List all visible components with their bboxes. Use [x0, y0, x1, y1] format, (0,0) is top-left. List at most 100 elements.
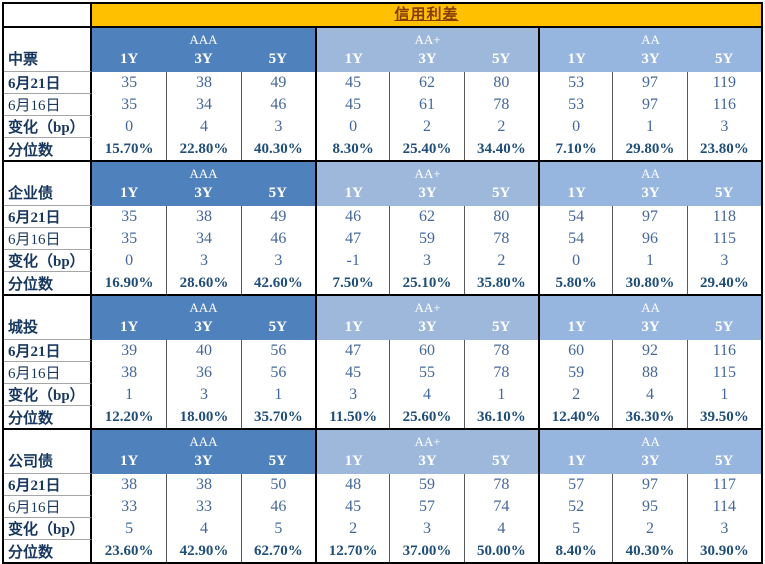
- value-cell: 0: [538, 250, 613, 272]
- section-header-row: 中票 AAA 1Y 3Y 5Y AA+ 1Y 3Y 5Y AA 1Y 3Y 5Y: [4, 28, 761, 72]
- data-row: 6月16日 35 34 46 45 61 78 53 97 116: [4, 94, 761, 116]
- rating-label: AAA: [189, 31, 218, 47]
- tenor-label: 3Y: [418, 319, 437, 335]
- data-row: 变化（bp） 1 3 1 3 4 1 2 4 1: [4, 384, 761, 406]
- value-cell: 45: [315, 496, 390, 518]
- row-label: 6月21日: [4, 206, 92, 228]
- value-cell: 39.50%: [686, 406, 761, 428]
- value-cell: 0: [315, 116, 390, 138]
- value-cell: 35: [92, 72, 167, 94]
- tenor-label: 5Y: [268, 51, 287, 67]
- value-cell: 3: [240, 250, 315, 272]
- tenor-label: 3Y: [194, 51, 213, 67]
- value-cell: 2: [463, 116, 538, 138]
- value-cell: 38: [92, 474, 167, 496]
- value-cell: 47: [315, 228, 390, 250]
- title-row: 信用利差: [4, 4, 761, 26]
- tenor-label: 3Y: [418, 453, 437, 469]
- value-cell: 60: [389, 340, 464, 362]
- tenor-label: 3Y: [641, 51, 660, 67]
- value-cell: 97: [612, 474, 687, 496]
- value-cell: 12.70%: [315, 540, 390, 562]
- value-cell: 54: [538, 228, 613, 250]
- rating-group-header: AA 1Y 3Y 5Y: [538, 162, 761, 206]
- value-cell: 2: [612, 518, 687, 540]
- data-row: 6月16日 38 36 56 45 55 78 59 88 115: [4, 362, 761, 384]
- rating-group-header: AAA 1Y 3Y 5Y: [92, 28, 315, 72]
- section-header-row: 城投 AAA 1Y 3Y 5Y AA+ 1Y 3Y 5Y AA 1Y 3Y 5Y: [4, 296, 761, 340]
- value-cell: 3: [315, 384, 390, 406]
- value-cell: 3: [166, 384, 241, 406]
- value-cell: 1: [686, 384, 761, 406]
- value-cell: 40: [166, 340, 241, 362]
- rating-group-header: AA+ 1Y 3Y 5Y: [315, 296, 538, 340]
- value-cell: 78: [463, 362, 538, 384]
- value-cell: 30.80%: [612, 272, 687, 294]
- rating-group-header: AAA 1Y 3Y 5Y: [92, 296, 315, 340]
- value-cell: 1: [92, 384, 167, 406]
- rating-label: AA+: [414, 433, 441, 449]
- tenor-label: 3Y: [418, 51, 437, 67]
- value-cell: 0: [92, 116, 167, 138]
- value-cell: 59: [389, 228, 464, 250]
- data-row: 6月21日 38 38 50 48 59 78 57 97 117: [4, 474, 761, 496]
- value-cell: 2: [389, 116, 464, 138]
- data-row: 分位数 15.70% 22.80% 40.30% 8.30% 25.40% 34.40% 7.…: [4, 138, 761, 160]
- value-cell: 5: [240, 518, 315, 540]
- value-cell: 35.70%: [240, 406, 315, 428]
- tenor-label: 1Y: [567, 453, 586, 469]
- section-name: 企业债: [4, 162, 92, 206]
- value-cell: 59: [389, 474, 464, 496]
- row-label: 6月16日: [4, 94, 92, 116]
- data-row: 变化（bp） 0 3 3 -1 3 2 0 1 3: [4, 250, 761, 272]
- data-row: 6月21日 39 40 56 47 60 78 60 92 116: [4, 340, 761, 362]
- tenor-row: 1Y 3Y 5Y: [317, 47, 538, 72]
- section-name: 中票: [4, 28, 92, 72]
- value-cell: 38: [166, 206, 241, 228]
- value-cell: 96: [612, 228, 687, 250]
- tenor-label: 5Y: [268, 319, 287, 335]
- section-header-row: 公司债 AAA 1Y 3Y 5Y AA+ 1Y 3Y 5Y AA 1Y 3Y 5Y: [4, 430, 761, 474]
- tenor-row: 1Y 3Y 5Y: [540, 181, 761, 206]
- tenor-label: 3Y: [641, 185, 660, 201]
- value-cell: 33: [92, 496, 167, 518]
- value-cell: 11.50%: [315, 406, 390, 428]
- value-cell: 49: [240, 206, 315, 228]
- value-cell: 1: [612, 250, 687, 272]
- value-cell: 78: [463, 94, 538, 116]
- rating-group-header: AA+ 1Y 3Y 5Y: [315, 430, 538, 474]
- value-cell: 3: [389, 518, 464, 540]
- value-cell: 7.50%: [315, 272, 390, 294]
- rating-section-3: 公司债 AAA 1Y 3Y 5Y AA+ 1Y 3Y 5Y AA 1Y 3Y 5Y 6月21日 38 38 50…: [4, 428, 761, 562]
- tenor-label: 1Y: [344, 319, 363, 335]
- rating-label: AAA: [189, 299, 218, 315]
- value-cell: 74: [463, 496, 538, 518]
- value-cell: 46: [240, 496, 315, 518]
- value-cell: 55: [389, 362, 464, 384]
- page-title: 信用利差: [394, 6, 459, 23]
- tenor-label: 1Y: [119, 319, 139, 335]
- value-cell: 35.80%: [463, 272, 538, 294]
- value-cell: 3: [686, 116, 761, 138]
- rating-group-header: AA 1Y 3Y 5Y: [538, 430, 761, 474]
- row-label: 变化（bp）: [4, 384, 92, 406]
- value-cell: 0: [92, 250, 167, 272]
- value-cell: 3: [166, 250, 241, 272]
- tenor-label: 5Y: [268, 453, 287, 469]
- value-cell: 28.60%: [166, 272, 241, 294]
- value-cell: 34: [166, 94, 241, 116]
- value-cell: 4: [389, 384, 464, 406]
- tenor-label: 5Y: [268, 185, 287, 201]
- value-cell: 53: [538, 72, 613, 94]
- value-cell: 4: [166, 116, 241, 138]
- rating-group-header: AA+ 1Y 3Y 5Y: [315, 162, 538, 206]
- value-cell: 40.30%: [240, 138, 315, 160]
- value-cell: 25.60%: [389, 406, 464, 428]
- row-label: 分位数: [4, 138, 92, 160]
- tenor-label: 5Y: [714, 319, 734, 335]
- value-cell: 57: [538, 474, 613, 496]
- tenor-label: 1Y: [567, 185, 586, 201]
- value-cell: 18.00%: [166, 406, 241, 428]
- value-cell: 3: [686, 518, 761, 540]
- value-cell: 2: [538, 384, 613, 406]
